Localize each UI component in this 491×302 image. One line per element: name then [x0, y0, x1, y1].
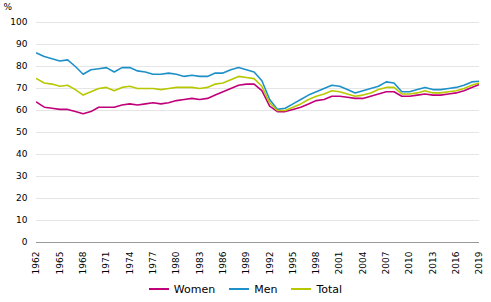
- svg-text:80: 80: [16, 61, 28, 71]
- svg-text:2001: 2001: [334, 252, 344, 275]
- html-text:Men: Men: [254, 282, 278, 296]
- svg-text:0: 0: [22, 237, 28, 247]
- svg-text:2019: 2019: [474, 251, 484, 274]
- svg-text:2013: 2013: [428, 252, 438, 275]
- svg-text:30: 30: [16, 171, 28, 181]
- svg-text:1998: 1998: [311, 251, 321, 274]
- svg-text:1971: 1971: [101, 252, 111, 275]
- svg-text:1986: 1986: [218, 251, 228, 274]
- svg-text:100: 100: [10, 17, 27, 27]
- svg-text:1977: 1977: [148, 252, 158, 275]
- svg-text:40: 40: [16, 149, 28, 159]
- svg-text:2004: 2004: [358, 251, 368, 274]
- svg-text:1980: 1980: [171, 251, 181, 274]
- svg-text:10: 10: [16, 215, 28, 225]
- svg-text:1968: 1968: [78, 251, 88, 274]
- svg-text:1974: 1974: [125, 251, 135, 274]
- svg-text:90: 90: [16, 39, 28, 49]
- svg-text:1995: 1995: [288, 252, 298, 275]
- html-text:Total: Total: [316, 282, 343, 296]
- svg-text:70: 70: [16, 83, 28, 93]
- svg-text:1962: 1962: [31, 252, 41, 275]
- svg-text:60: 60: [16, 105, 28, 115]
- svg-text:2016: 2016: [451, 251, 461, 274]
- svg-text:1989: 1989: [241, 251, 251, 274]
- svg-text:1992: 1992: [265, 252, 275, 275]
- svg-text:1983: 1983: [195, 252, 205, 275]
- svg-text:2010: 2010: [404, 251, 414, 274]
- svg-text:50: 50: [16, 127, 28, 137]
- svg-text:20: 20: [16, 193, 28, 203]
- svg-text:2007: 2007: [381, 252, 391, 275]
- html-text:Women: Women: [173, 282, 216, 296]
- svg-text:1965: 1965: [55, 252, 65, 275]
- svg-text:%: %: [4, 2, 13, 12]
